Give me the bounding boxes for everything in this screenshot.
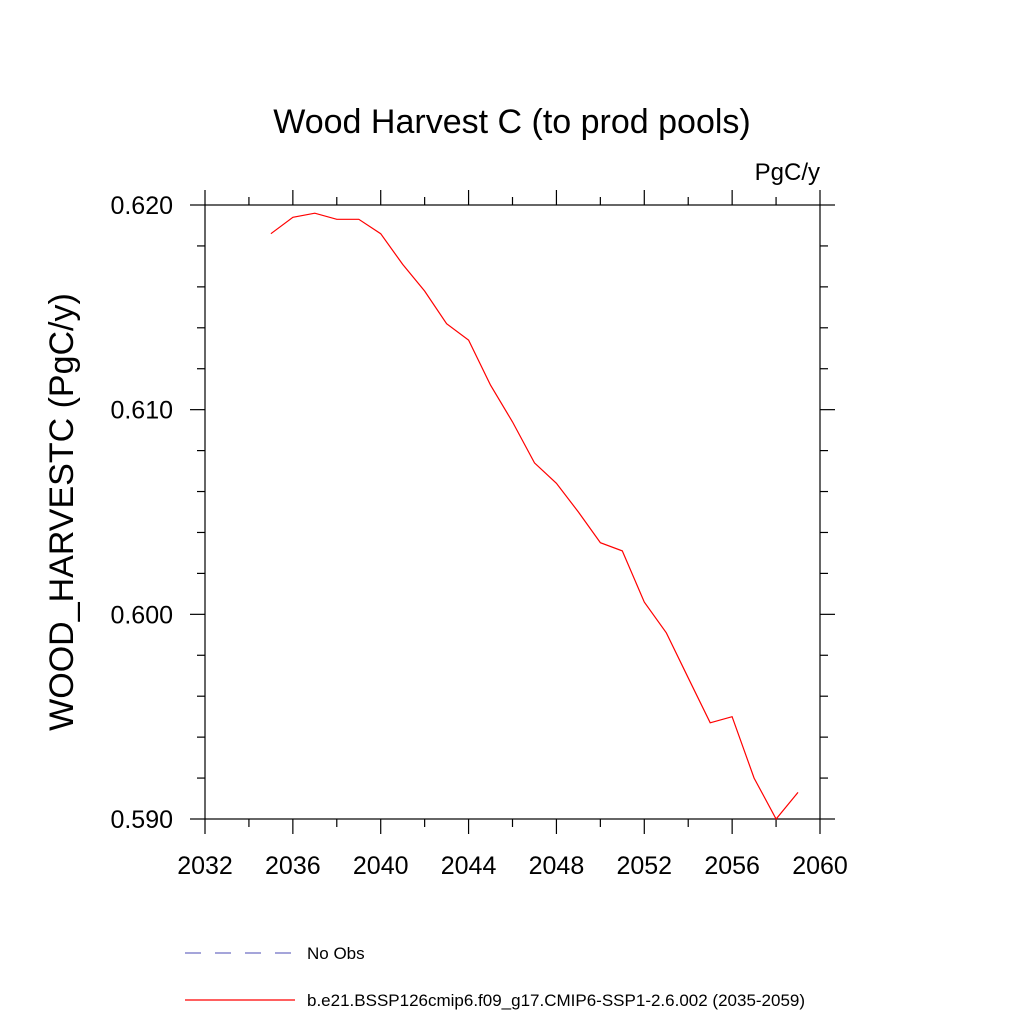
x-axis-ticks: 2032 2036 2040 2044 2048 2052 2056 2060 [177, 190, 848, 880]
y-tick-label: 0.590 [110, 806, 173, 834]
x-tick-label: 2048 [529, 852, 585, 880]
chart-title: Wood Harvest C (to prod pools) [273, 103, 750, 141]
series-layer [270, 212, 799, 821]
y-axis-label: WOOD_HARVESTC (PgC/y) [43, 293, 81, 731]
legend: No Obs b.e21.BSSP126cmip6.f09_g17.CMIP6-… [185, 944, 805, 1010]
x-tick-label: 2052 [616, 852, 672, 880]
y-axis-ticks: 0.590 0.600 0.610 0.620 [110, 192, 835, 834]
legend-label-no-obs: No Obs [307, 944, 365, 963]
x-tick-label: 2032 [177, 852, 233, 880]
x-tick-label: 2040 [353, 852, 409, 880]
units-label: PgC/y [755, 159, 820, 186]
x-tick-label: 2060 [792, 852, 848, 880]
x-tick-label: 2036 [265, 852, 321, 880]
plot-frame [204, 204, 821, 820]
y-tick-label: 0.610 [110, 397, 173, 425]
x-tick-label: 2044 [441, 852, 497, 880]
y-tick-label: 0.620 [110, 192, 173, 220]
series-line [270, 212, 799, 821]
y-tick-label: 0.600 [110, 601, 173, 629]
legend-label-series: b.e21.BSSP126cmip6.f09_g17.CMIP6-SSP1-2.… [307, 991, 805, 1010]
x-tick-label: 2056 [704, 852, 760, 880]
